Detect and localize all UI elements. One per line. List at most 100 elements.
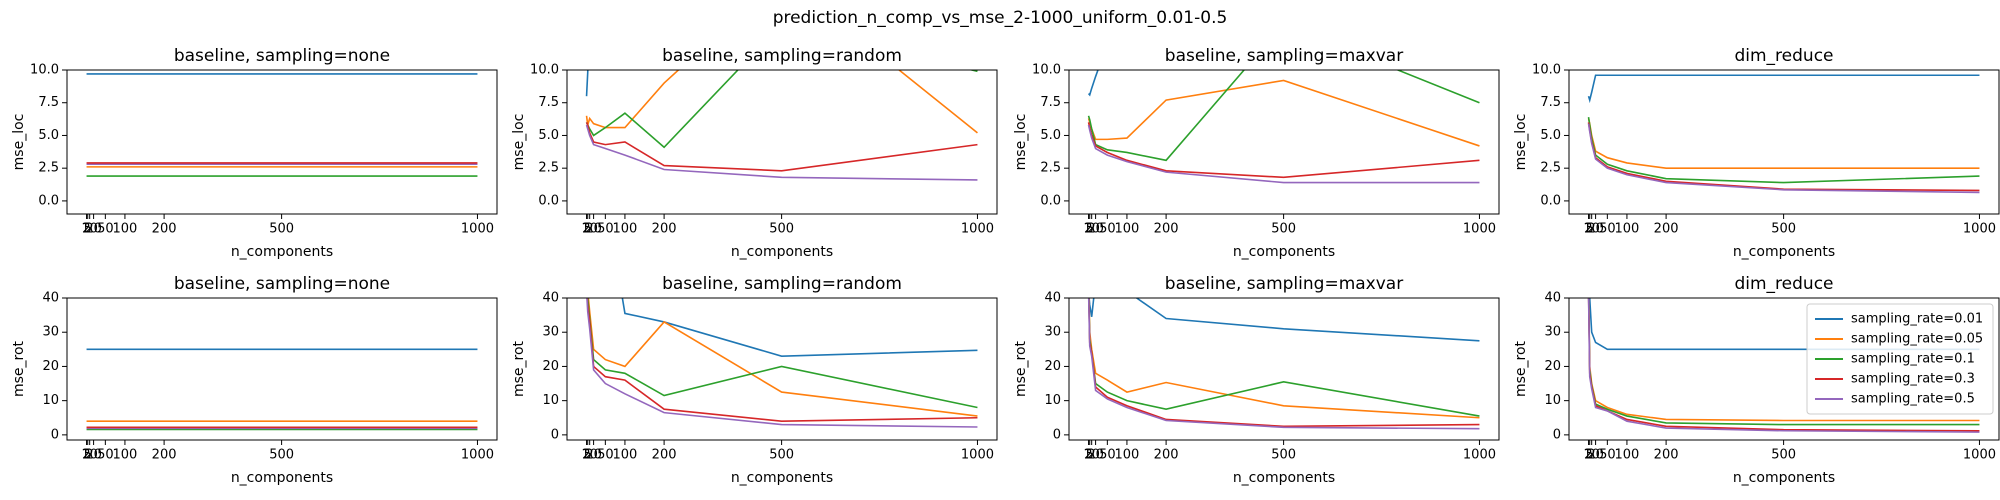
x-tick-label: 20 <box>1587 448 1604 463</box>
x-tick-label: 2 <box>82 448 90 463</box>
series-line <box>1088 298 1480 342</box>
x-tick-label: 5 <box>1086 448 1094 463</box>
x-tick-label: 50 <box>1099 222 1116 237</box>
series-line <box>1587 122 1980 192</box>
y-tick-label: 30 <box>1044 325 1061 340</box>
y-tick-label: 10.0 <box>530 63 559 78</box>
x-tick-label: 1000 <box>1463 222 1496 237</box>
x-tick-label: 10 <box>1583 222 1600 237</box>
axes-title: baseline, sampling=maxvar <box>1165 274 1403 294</box>
axes-title: dim_reduce <box>1734 274 1833 294</box>
x-tick-label: 200 <box>652 448 677 463</box>
y-tick-label: 0 <box>51 427 59 442</box>
x-tick-label: 2 <box>1084 222 1092 237</box>
x-tick-label: 5 <box>584 222 592 237</box>
x-tick-label: 50 <box>97 222 114 237</box>
plot-area <box>1087 70 1480 184</box>
x-tick-label: 20 <box>1087 222 1104 237</box>
axes-frame <box>66 297 498 441</box>
y-tick-label: 5.0 <box>538 128 559 143</box>
x-tick-label: 2 <box>82 222 90 237</box>
x-tick-label: 5 <box>1086 222 1094 237</box>
x-tick-label: 50 <box>597 222 614 237</box>
plot-area <box>1087 298 1480 430</box>
x-tick-label: 1000 <box>461 222 494 237</box>
series-line <box>1587 118 1980 169</box>
series-line <box>1588 298 1980 351</box>
x-tick-label: 100 <box>1615 222 1640 237</box>
x-tick-label: 10 <box>581 448 598 463</box>
x-tick-label: 1000 <box>961 222 994 237</box>
series-line <box>1587 117 1980 184</box>
x-tick-label: 200 <box>152 222 177 237</box>
x-tick-label: 1000 <box>1963 222 1996 237</box>
x-tick-label: 50 <box>1099 448 1116 463</box>
x-tick-label: 1000 <box>961 448 994 463</box>
x-tick-label: 100 <box>113 448 138 463</box>
x-tick-label: 5 <box>84 448 92 463</box>
y-tick-label: 2.5 <box>538 161 559 176</box>
y-tick-label: 30 <box>542 325 559 340</box>
x-tick-label: 10 <box>1083 222 1100 237</box>
legend-label: sampling_rate=0.05 <box>1851 332 1983 347</box>
y-tick-label: 10.0 <box>1032 63 1061 78</box>
y-tick-label: 20 <box>42 359 59 374</box>
x-tick-label: 500 <box>1271 222 1296 237</box>
plot-area <box>1587 74 1980 194</box>
x-tick-label: 5 <box>1586 448 1594 463</box>
x-tick-label: 2 <box>1584 448 1592 463</box>
x-tick-label: 10 <box>81 222 98 237</box>
y-tick-label: 0 <box>1053 427 1061 442</box>
series-line <box>1087 79 1480 147</box>
y-tick-label: 10 <box>1044 393 1061 408</box>
axes-frame <box>1068 69 1500 215</box>
y-tick-label: 0.0 <box>1540 193 1561 208</box>
series-line <box>1587 123 1980 194</box>
x-tick-label: 20 <box>1587 222 1604 237</box>
x-tick-label: 500 <box>269 448 294 463</box>
x-tick-label: 2 <box>1084 448 1092 463</box>
y-tick-label: 0.0 <box>538 193 559 208</box>
x-axis-label: n_components <box>1233 470 1335 486</box>
y-tick-label: 7.5 <box>38 95 59 110</box>
y-tick-label: 10.0 <box>30 63 59 78</box>
y-tick-label: 0 <box>1553 427 1561 442</box>
y-tick-label: 30 <box>42 325 59 340</box>
legend-label: sampling_rate=0.5 <box>1851 392 1975 407</box>
x-tick-label: 20 <box>1087 448 1104 463</box>
y-tick-label: 10.0 <box>1532 63 1561 78</box>
axes-title: baseline, sampling=random <box>662 274 902 294</box>
x-tick-label: 20 <box>585 448 602 463</box>
y-tick-label: 10 <box>42 393 59 408</box>
y-tick-label: 2.5 <box>1040 161 1061 176</box>
x-tick-label: 100 <box>113 222 138 237</box>
x-tick-label: 1000 <box>1463 448 1496 463</box>
y-tick-label: 10 <box>1544 393 1561 408</box>
legend-label: sampling_rate=0.3 <box>1851 372 1975 387</box>
series-line <box>1087 298 1480 430</box>
y-tick-label: 5.0 <box>1040 128 1061 143</box>
plot-area <box>585 70 978 181</box>
plot-area <box>586 298 978 428</box>
y-tick-label: 20 <box>542 359 559 374</box>
legend-label: sampling_rate=0.01 <box>1851 312 1983 327</box>
x-tick-label: 500 <box>769 448 794 463</box>
axes-title: baseline, sampling=random <box>662 46 902 66</box>
legend-box <box>1806 303 1994 415</box>
y-tick-label: 7.5 <box>538 95 559 110</box>
y-axis-label: mse_loc <box>11 114 27 171</box>
series-line <box>1087 124 1480 184</box>
figure-title: prediction_n_comp_vs_mse_2-1000_uniform_… <box>773 8 1228 28</box>
x-tick-label: 1000 <box>461 448 494 463</box>
axes-title: baseline, sampling=none <box>174 46 390 66</box>
y-tick-label: 40 <box>42 291 59 306</box>
x-axis-label: n_components <box>1233 244 1335 260</box>
y-axis-label: mse_loc <box>511 114 527 171</box>
axes-title: baseline, sampling=maxvar <box>1165 46 1403 66</box>
axes-title: baseline, sampling=none <box>174 274 390 294</box>
x-tick-label: 5 <box>584 448 592 463</box>
y-tick-label: 5.0 <box>38 128 59 143</box>
x-tick-label: 500 <box>1771 448 1796 463</box>
x-tick-label: 1000 <box>1963 448 1996 463</box>
